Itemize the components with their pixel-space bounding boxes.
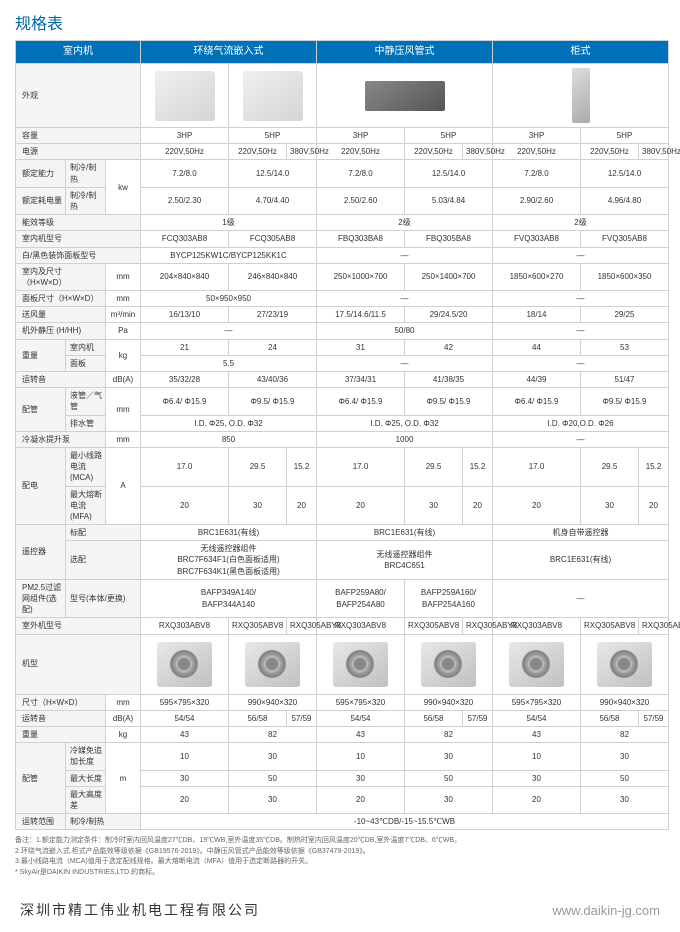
outdoor-img	[509, 642, 564, 687]
cabinet-img	[572, 68, 590, 123]
hdr-cat2: 中静压风管式	[317, 41, 493, 64]
cassette-img-5hp	[243, 71, 303, 121]
outdoor-img	[421, 642, 476, 687]
row-power: 电源	[16, 144, 141, 160]
outdoor-img	[245, 642, 300, 687]
row-capacity: 容量	[16, 128, 141, 144]
notes: 备注：1.额定能力测定条件：制冷时室内回风温度27℃DB、19℃WB,室外温度3…	[15, 836, 665, 878]
cassette-img-3hp	[155, 71, 215, 121]
hdr-indoor: 室内机	[16, 41, 141, 64]
company-url: www.daikin-jg.com	[552, 903, 660, 918]
company-name: 深圳市精工伟业机电工程有限公司	[20, 900, 260, 920]
outdoor-img	[333, 642, 388, 687]
hdr-cat3: 柜式	[493, 41, 669, 64]
spec-table: 室内机 环绕气流嵌入式 中静压风管式 柜式 外观 容量 3HP5HP 3HP5H…	[15, 40, 669, 830]
outdoor-img	[597, 642, 652, 687]
outdoor-img	[157, 642, 212, 687]
duct-img	[365, 81, 445, 111]
spec-title: 规格表	[15, 10, 665, 34]
footer: 深圳市精工伟业机电工程有限公司 www.daikin-jg.com	[0, 888, 680, 932]
row-appearance: 外观	[16, 64, 141, 128]
hdr-cat1: 环绕气流嵌入式	[141, 41, 317, 64]
